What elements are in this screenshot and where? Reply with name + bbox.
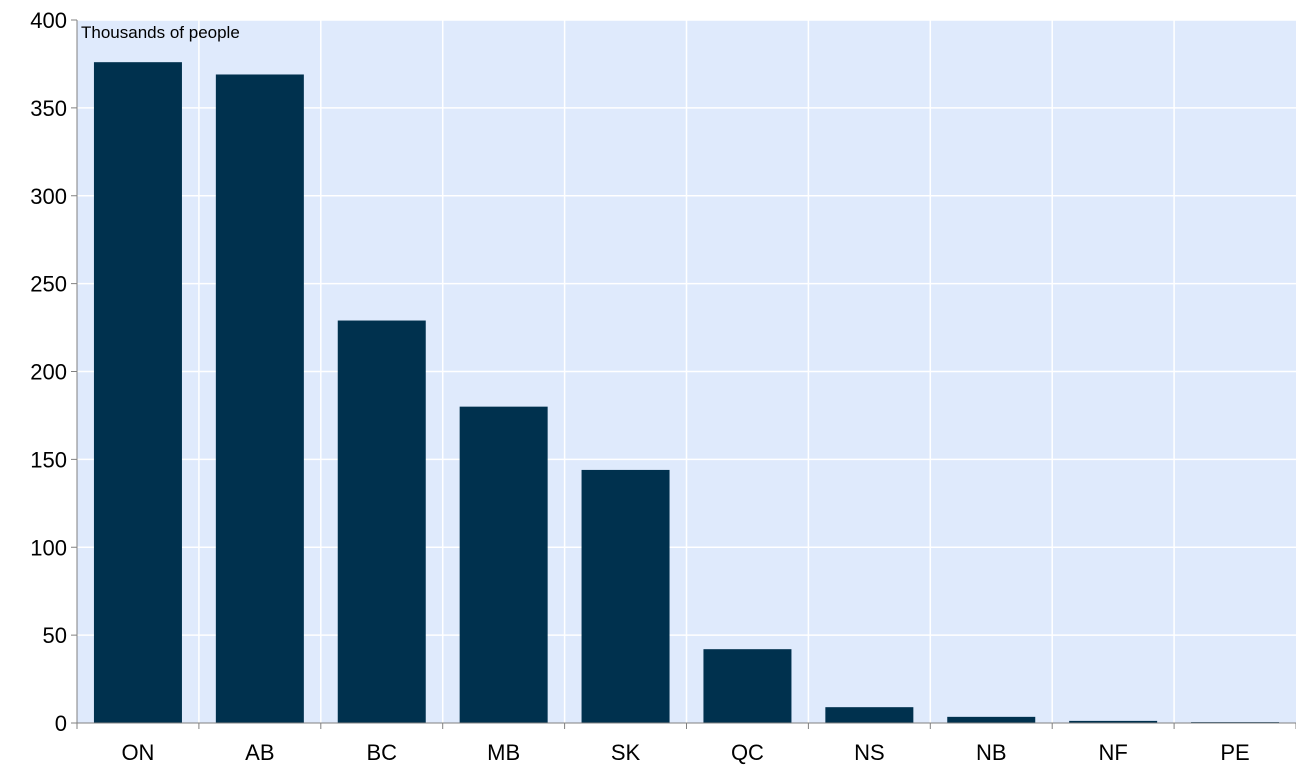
y-axis-unit-label: Thousands of people: [81, 23, 240, 42]
bar-qc: [703, 649, 792, 723]
axes: [71, 19, 1296, 729]
y-tick-label: 400: [30, 8, 67, 33]
x-tick-label: ON: [121, 740, 154, 765]
x-tick-label: NB: [976, 740, 1007, 765]
y-tick-label: 350: [30, 96, 67, 121]
x-tick-label: BC: [366, 740, 397, 765]
x-tick-label: NF: [1098, 740, 1127, 765]
bar-sk: [581, 469, 670, 723]
y-tick-label: 250: [30, 272, 67, 297]
bar-bc: [337, 320, 426, 723]
y-tick-label: 50: [43, 623, 67, 648]
y-tick-labels: 0 50 100 150 200 250 300 350 400: [30, 8, 67, 736]
y-tick-label: 100: [30, 535, 67, 560]
bar-ab: [215, 74, 304, 724]
x-tick-label: NS: [854, 740, 885, 765]
bar-ns: [825, 707, 914, 723]
x-tick-label: MB: [487, 740, 520, 765]
x-tick-label: SK: [611, 740, 641, 765]
x-tick-label: AB: [245, 740, 274, 765]
x-tick-label: QC: [731, 740, 764, 765]
bar-nb: [947, 716, 1036, 723]
bar-on: [93, 62, 182, 724]
x-tick-labels: ON AB BC MB SK QC NS NB NF PE: [121, 740, 1249, 765]
x-tick-label: PE: [1220, 740, 1249, 765]
y-tick-label: 150: [30, 447, 67, 472]
y-tick-label: 0: [55, 711, 67, 736]
bar-mb: [459, 406, 548, 723]
bars: [93, 62, 1280, 724]
bar-nf: [1069, 720, 1158, 723]
y-tick-label: 300: [30, 184, 67, 209]
y-tick-label: 200: [30, 360, 67, 385]
